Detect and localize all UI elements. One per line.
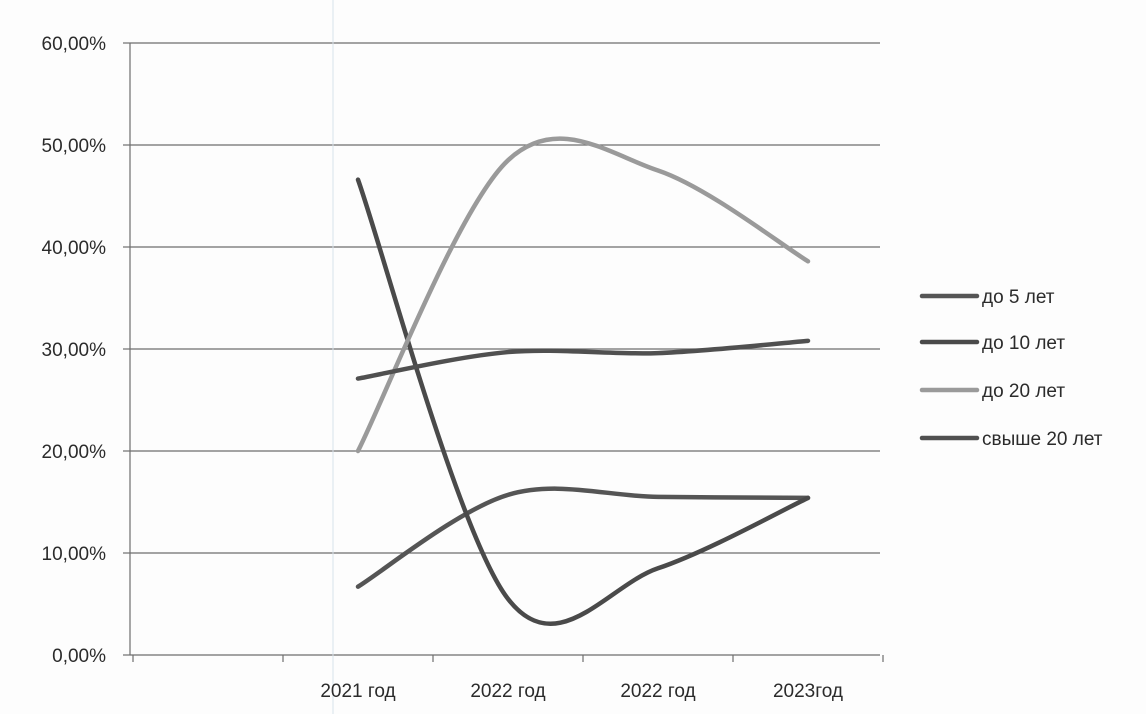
series-line-3 <box>355 136 811 454</box>
legend-item: свыше 20 лет <box>919 429 1103 450</box>
y-tick-label: 40,00% <box>42 238 107 259</box>
legend-label: свыше 20 лет <box>982 429 1103 450</box>
x-tick-label: 2021 год <box>320 681 395 702</box>
legend-label: до 20 лет <box>982 381 1065 402</box>
y-tick-label: 50,00% <box>42 136 107 157</box>
y-tick-labels: 0,00% 10,00% 20,00% 30,00% 40,00% 50,00% 60,00… <box>42 34 107 667</box>
x-tick-labels: 2021 год 2022 год 2022 год 2023год <box>320 681 843 702</box>
y-tick-label: 0,00% <box>52 646 106 667</box>
grid-lines <box>130 42 880 554</box>
x-tick-label: 2022 год <box>470 681 545 702</box>
series-lines <box>355 136 811 626</box>
axes <box>123 0 884 714</box>
x-tick-label: 2022 год <box>620 681 695 702</box>
y-tick-label: 30,00% <box>42 340 107 361</box>
y-tick-label: 60,00% <box>42 34 107 55</box>
series-line-4 <box>355 338 811 381</box>
x-tick-label: 2023год <box>773 681 843 702</box>
legend: до 5 лет до 10 лет до 20 лет свыше 20 лет <box>919 287 1103 450</box>
legend-item: до 10 лет <box>919 333 1065 354</box>
series-line-1 <box>355 486 811 589</box>
y-tick-label: 10,00% <box>42 544 107 565</box>
series-line-2 <box>355 177 811 626</box>
legend-item: до 20 лет <box>919 381 1065 402</box>
y-tick-label: 20,00% <box>42 442 107 463</box>
legend-label: до 10 лет <box>982 333 1065 354</box>
legend-item: до 5 лет <box>919 287 1055 308</box>
legend-label: до 5 лет <box>982 287 1055 308</box>
